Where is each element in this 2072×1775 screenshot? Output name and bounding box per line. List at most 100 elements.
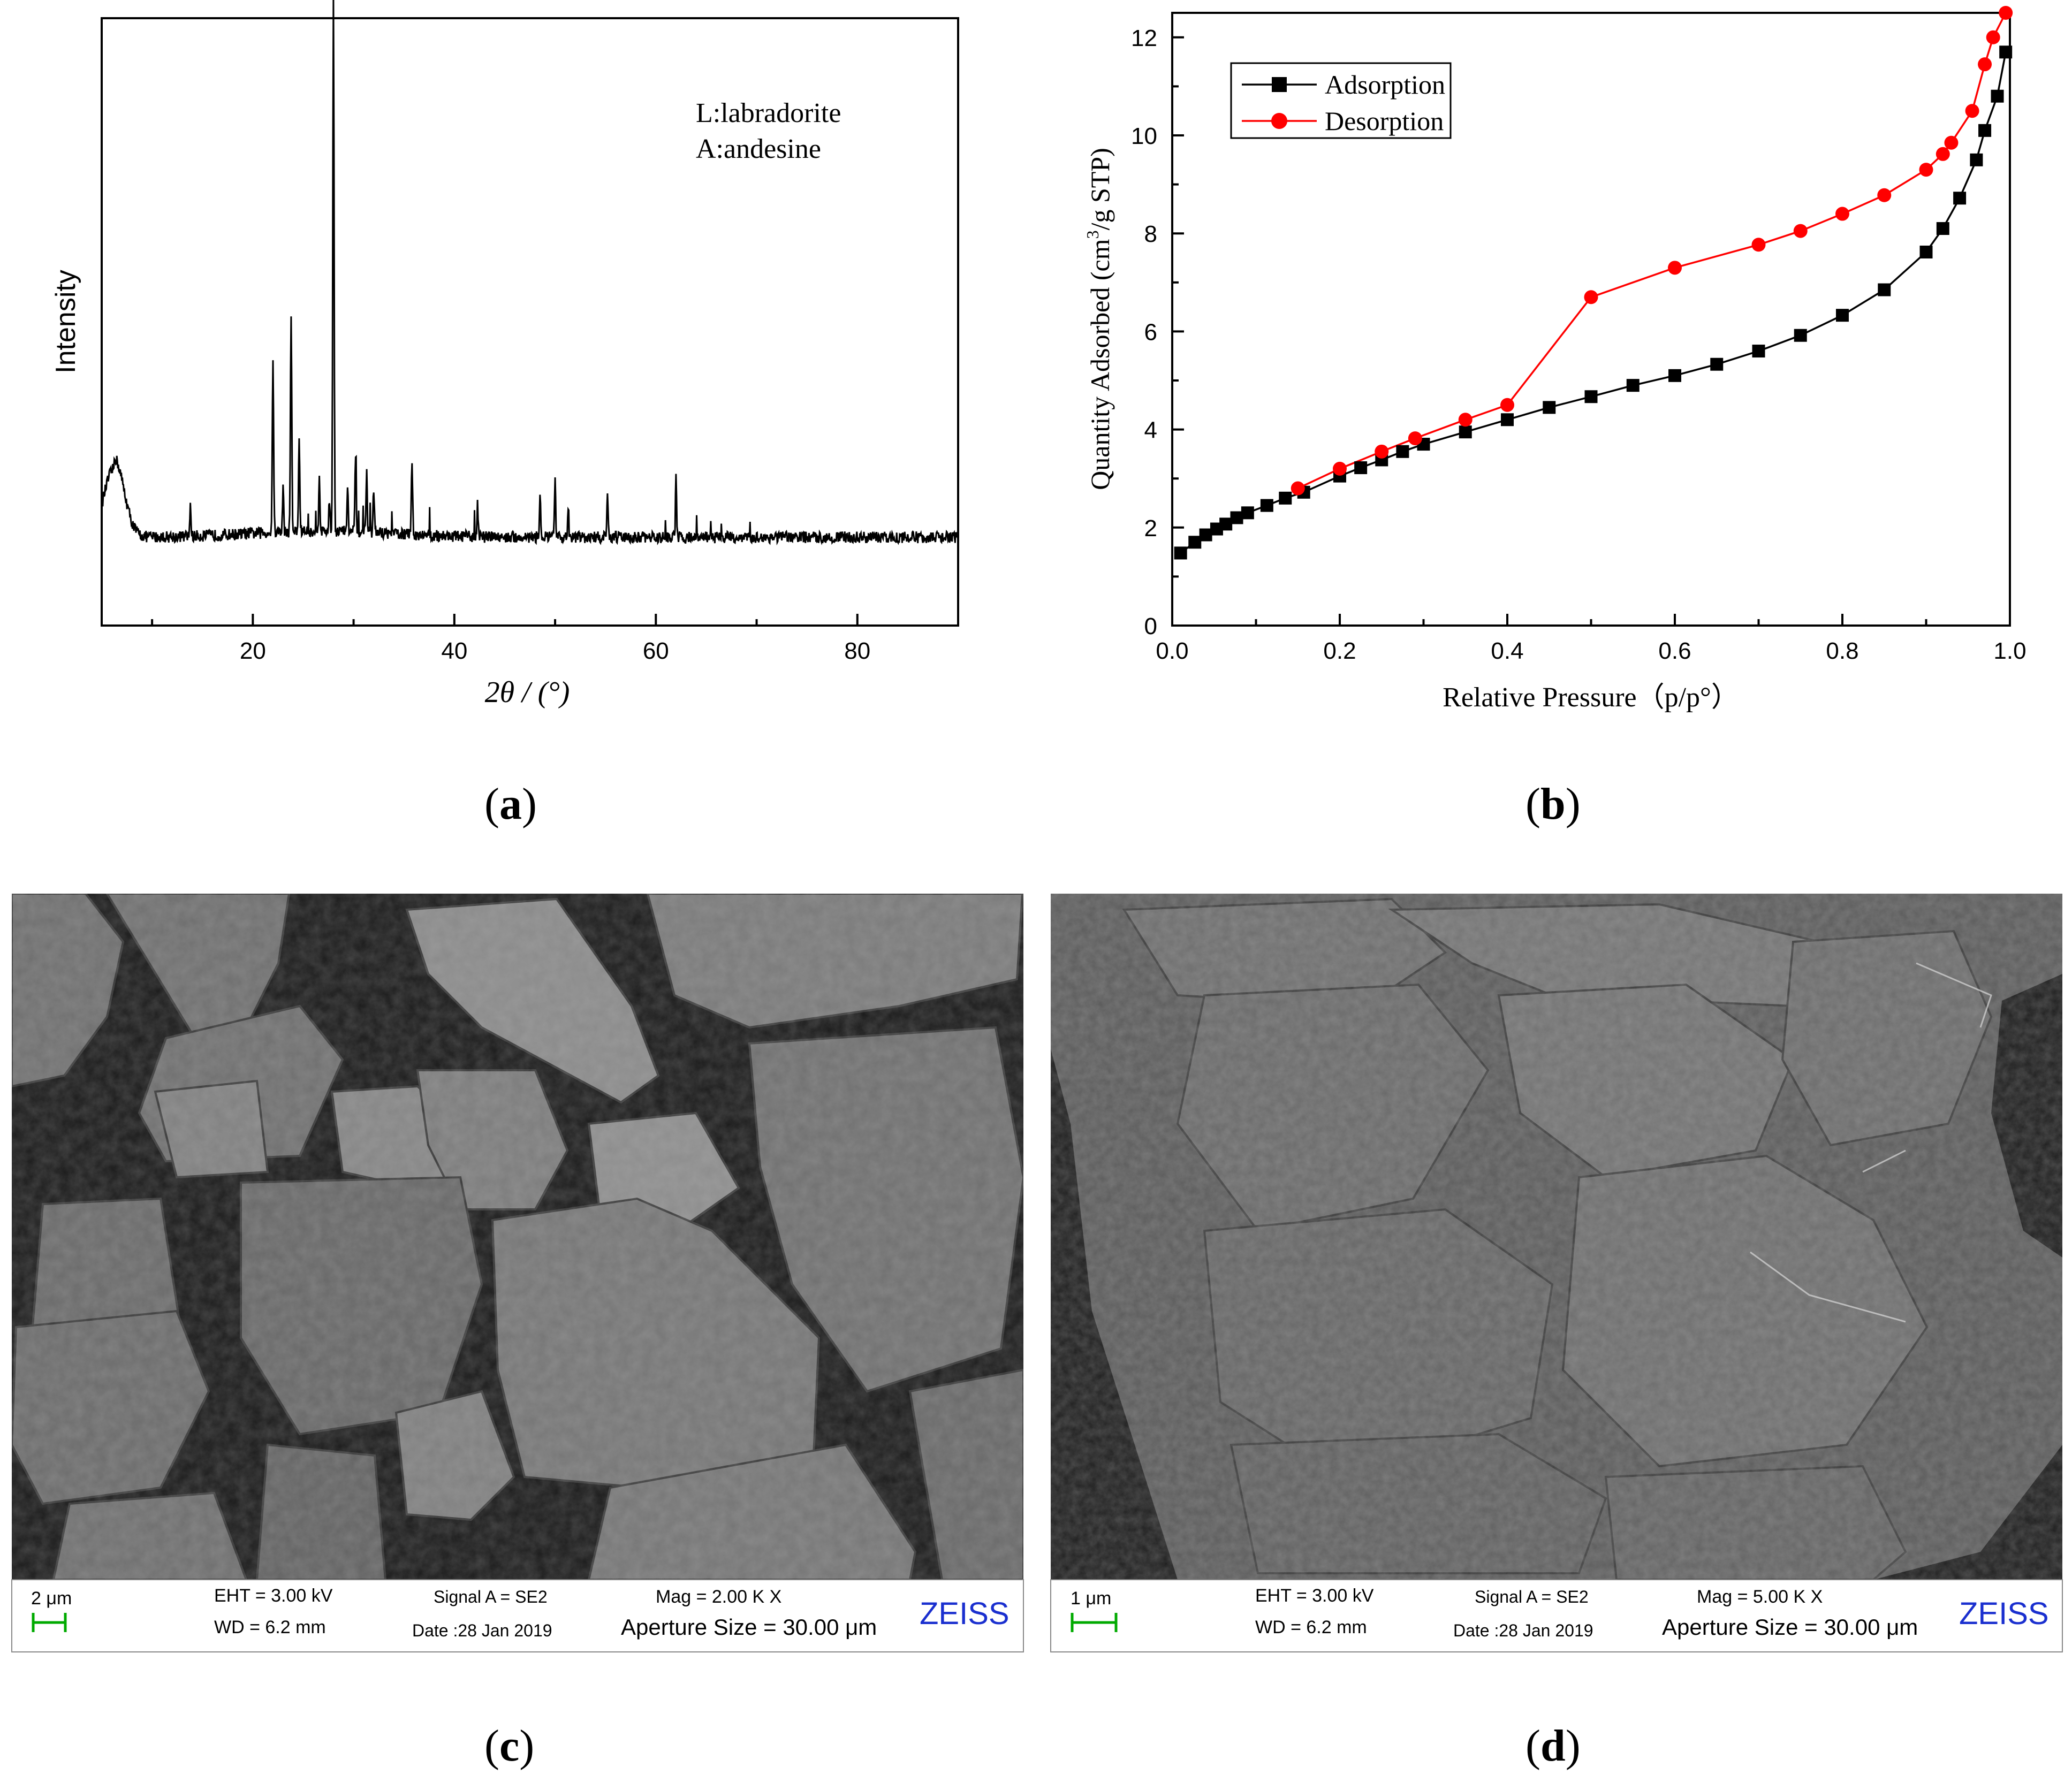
isotherm-x-tick-label: 0.6 [1658, 638, 1691, 664]
legend-box [1230, 62, 1452, 139]
desorption-point [1333, 461, 1347, 476]
isotherm-x-tick-label: 0.0 [1156, 638, 1188, 664]
xrd-peak-label: L [348, 0, 363, 6]
sem-c-date: Date :28 Jan 2019 [412, 1621, 552, 1640]
xrd-peak-label: A [365, 0, 383, 6]
panel-letter-a: a [499, 779, 522, 829]
adsorption-point [1794, 329, 1807, 342]
xrd-x-tick-label: 20 [240, 638, 266, 664]
adsorption-point [1188, 536, 1202, 549]
desorption-point [1986, 30, 2000, 44]
xrd-x-tick-label: 40 [441, 638, 467, 664]
isotherm-x-tick-label: 0.2 [1323, 638, 1356, 664]
xrd-x-tick-label: 60 [643, 638, 669, 664]
xrd-peak-label: A [324, 0, 343, 6]
desorption-point [1877, 188, 1892, 202]
xrd-y-axis-label: Intensity [50, 270, 81, 374]
desorption-point [1375, 444, 1389, 459]
legend-adsorption-marker [1272, 77, 1287, 92]
adsorption-point [1710, 357, 1724, 371]
isotherm-x-tick-label: 1.0 [1993, 638, 2026, 664]
isotherm-y-tick-label: 12 [1131, 25, 1157, 51]
adsorption-point [1279, 491, 1292, 505]
desorption-point [1408, 431, 1422, 446]
adsorption-point [1953, 192, 1967, 205]
xrd-plot-frame [101, 17, 959, 627]
desorption-point [1500, 398, 1514, 412]
desorption-point [1751, 238, 1766, 252]
sem-image-d: 1 μm EHT = 3.00 kV WD = 6.2 mm Signal A … [1050, 894, 2063, 1652]
adsorption-point [1199, 528, 1212, 542]
sem-d-scale-label: 1 μm [1071, 1588, 1111, 1609]
sem-d-mag: Mag = 5.00 K X [1697, 1587, 1823, 1607]
xrd-peak-label: L [404, 0, 420, 6]
adsorption-point [1584, 390, 1598, 403]
isotherm-axes: 0.0 0.2 0.4 0.6 0.8 1.0 0 2 4 6 8 10 12 [1131, 25, 2027, 664]
sem-d-signal: Signal A = SE2 [1475, 1587, 1589, 1606]
xrd-legend-andesine: A:andesine [696, 134, 821, 164]
panel-letter-c: c [499, 1721, 519, 1771]
sem-d-wd: WD = 6.2 mm [1255, 1617, 1367, 1637]
sem-d-scale-bar [1071, 1613, 1118, 1632]
desorption-point [1978, 57, 1992, 72]
adsorption-point [1219, 517, 1233, 531]
adsorption-point [1543, 401, 1556, 414]
adsorption-point [1836, 309, 1849, 322]
sem-c-aperture: Aperture Size = 30.00 μm [621, 1614, 877, 1640]
xrd-x-tick-label: 80 [844, 638, 870, 664]
isotherm-y-tick-label: 8 [1144, 221, 1157, 247]
legend-adsorption-label: Adsorption [1325, 70, 1445, 100]
desorption-point [1944, 135, 1959, 150]
zeiss-logo-d: ZEISS [1959, 1596, 2049, 1631]
isotherm-y-tick-label: 6 [1144, 319, 1157, 345]
sem-info-bar-d [1050, 1579, 2063, 1652]
desorption-point [1999, 6, 2013, 20]
sem-c-scale-bar [32, 1613, 67, 1632]
adsorption-point [1919, 246, 1933, 259]
xrd-peak-label: A [290, 0, 309, 6]
desorption-point [1835, 207, 1849, 221]
sem-info-bar-c [11, 1579, 1024, 1652]
xrd-legend-labradorite: L:labradorite [696, 98, 841, 128]
panel-letter-b: b [1540, 779, 1566, 829]
desorption-point [1458, 413, 1473, 427]
xrd-x-axis-label: 2θ / (°) [485, 676, 570, 709]
sem-c-mag: Mag = 2.00 K X [656, 1587, 781, 1607]
sem-c-scale-label: 2 μm [31, 1588, 72, 1609]
isotherm-y-tick-label: 2 [1144, 515, 1157, 542]
adsorption-point [1260, 499, 1273, 512]
adsorption-point [1752, 345, 1765, 358]
adsorption-point [1459, 425, 1472, 439]
desorption-point [1668, 261, 1682, 275]
isotherm-y-tick-label: 4 [1144, 417, 1157, 444]
isotherm-y-tick-label: 10 [1131, 123, 1157, 149]
legend-desorption-label: Desorption [1325, 106, 1444, 136]
desorption-point [1291, 481, 1305, 496]
adsorption-point [1396, 445, 1409, 458]
sem-micrograph-d [1051, 894, 2062, 1580]
zeiss-logo-c: ZEISS [920, 1596, 1010, 1631]
adsorption-point [1174, 546, 1187, 560]
adsorption-point [1878, 283, 1891, 296]
isotherm-x-tick-label: 0.4 [1491, 638, 1523, 664]
adsorption-point [1668, 369, 1681, 382]
desorption-point [1584, 290, 1598, 304]
xrd-peak-labels: LLAALAL [265, 0, 420, 6]
desorption-point [1965, 104, 1979, 118]
isotherm-legend: Adsorption Desorption [1230, 62, 1452, 139]
adsorption-point [1999, 45, 2013, 59]
sem-c-wd: WD = 6.2 mm [214, 1617, 326, 1637]
sem-d-eht: EHT = 3.00 kV [1255, 1586, 1374, 1606]
isotherm-y-axis-label: Quantity Adsorbed (cm3/g STP) [1083, 148, 1115, 490]
adsorption-point [1936, 222, 1949, 235]
xrd-pattern-line [101, 0, 959, 546]
sem-d-date: Date :28 Jan 2019 [1453, 1621, 1593, 1640]
sem-d-aperture: Aperture Size = 30.00 μm [1662, 1614, 1918, 1640]
panel-label-b: (b) [1525, 779, 1581, 829]
desorption-point [1793, 224, 1808, 238]
sem-c-eht: EHT = 3.00 kV [214, 1586, 333, 1606]
panel-letter-d: d [1540, 1721, 1566, 1771]
panel-label-c: (c) [484, 1721, 534, 1771]
isotherm-y-tick-label: 0 [1144, 613, 1157, 639]
